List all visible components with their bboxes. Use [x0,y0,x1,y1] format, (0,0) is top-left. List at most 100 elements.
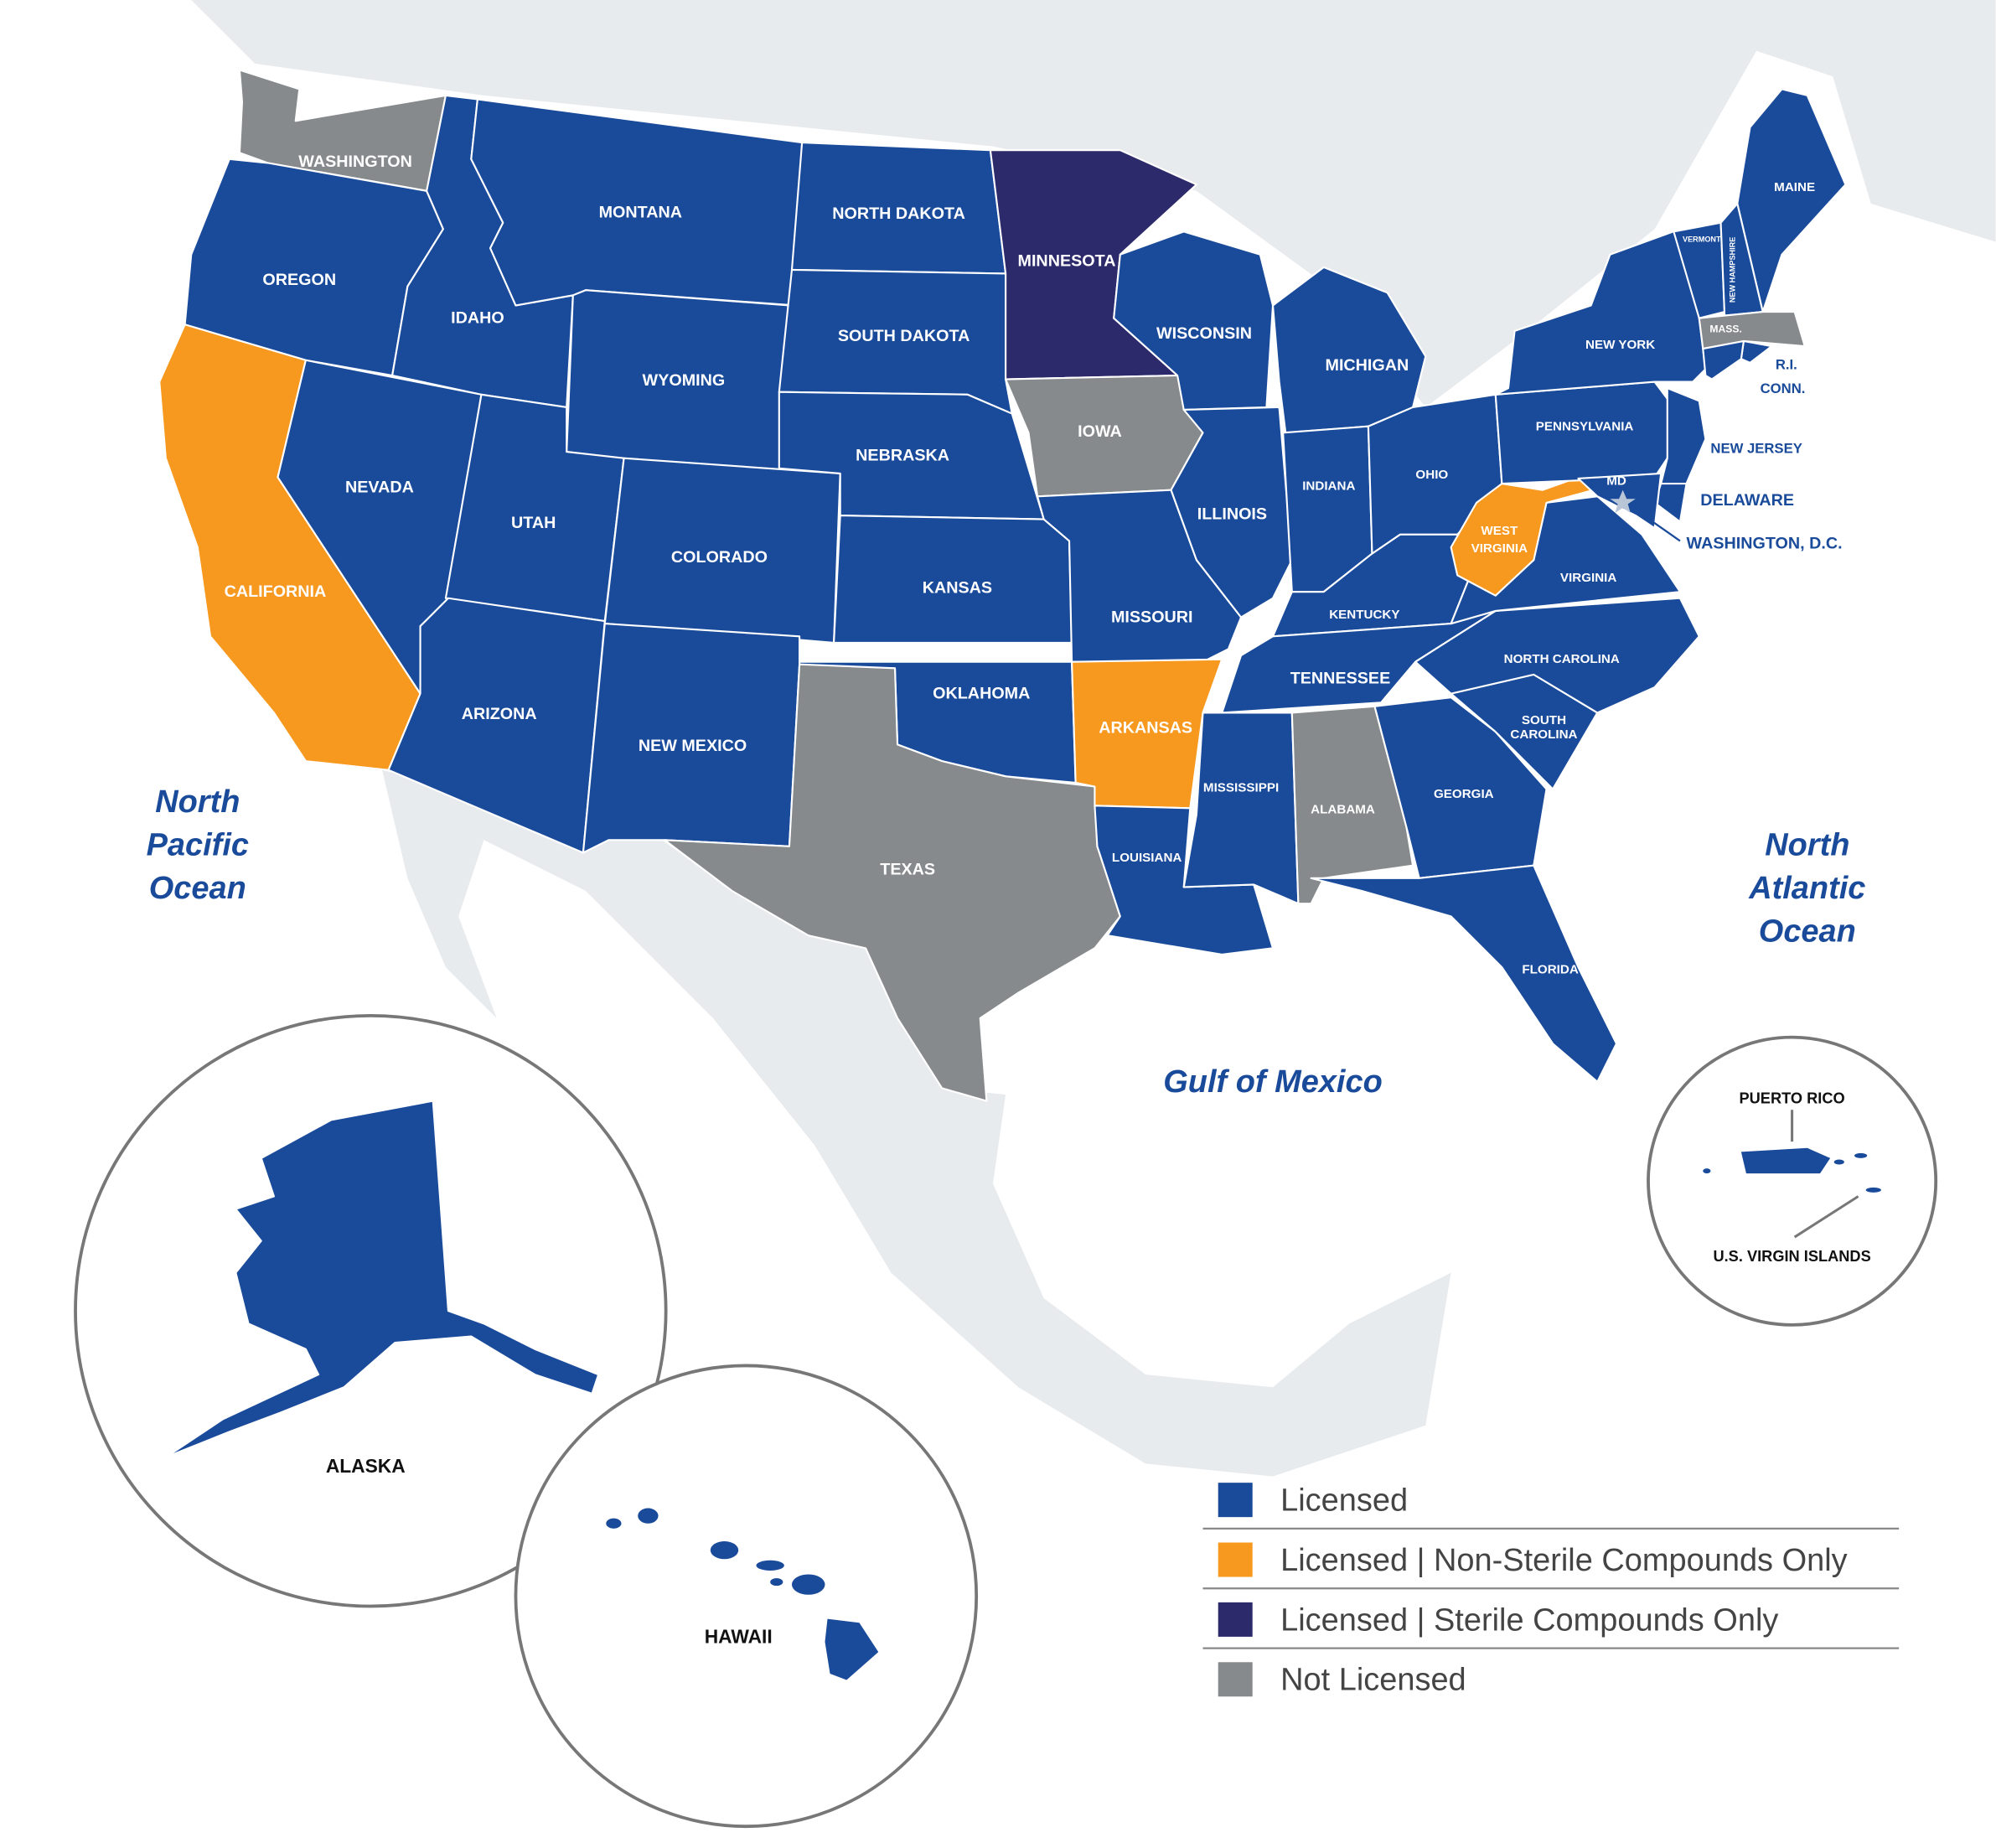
label-wisconsin: WISCONSIN [1156,324,1252,343]
pacific-line-3: Ocean [149,871,246,906]
label-missouri: MISSOURI [1111,608,1193,627]
label-ohio: OHIO [1415,468,1448,482]
label-us-virgin-islands: U.S. VIRGIN ISLANDS [1713,1248,1870,1265]
legend-swatch-not-licensed [1218,1662,1253,1697]
label-pennsylvania: PENNSYLVANIA [1536,419,1634,433]
canada-landmass [191,0,1996,407]
label-hawaii: HAWAII [705,1626,773,1648]
atlantic-line-2: Atlantic [1748,871,1865,906]
alaska-inset: ALASKA [74,1013,668,1608]
state-louisiana[interactable] [1094,805,1275,956]
state-alaska[interactable] [164,1100,600,1458]
state-texas[interactable] [664,663,1121,1102]
legend-label-sterile: Licensed | Sterile Compounds Only [1280,1602,1778,1638]
state-florida[interactable] [1310,864,1618,1083]
state-montana[interactable] [470,98,804,307]
label-south-carolina-1: SOUTH [1522,713,1566,727]
state-illinois[interactable] [1170,406,1293,619]
label-maryland: MD [1606,474,1626,489]
legend-swatch-licensed [1218,1483,1253,1518]
label-virginia: VIRGINIA [1560,571,1616,585]
label-wyoming: WYOMING [643,371,726,390]
state-rhode-island[interactable] [1740,339,1773,364]
label-washington: WASHINGTON [298,153,412,171]
label-louisiana: LOUISIANA [1112,851,1182,865]
label-idaho: IDAHO [451,309,504,328]
label-california: CALIFORNIA [225,582,327,601]
atlantic-line-1: North [1765,827,1849,862]
state-hawaii[interactable] [606,1508,879,1680]
territory-puerto-rico[interactable] [1703,1147,1844,1174]
hawaii-inset: HAWAII [514,1364,979,1829]
hawaii-inset-circle [514,1364,979,1829]
label-south-carolina-2: CAROLINA [1510,727,1577,742]
label-florida: FLORIDA [1522,963,1578,977]
label-rhode-island: R.I. [1776,356,1797,372]
pacific-line-1: North [155,784,240,820]
label-washington-dc: WASHINGTON, D.C. [1687,535,1843,553]
label-montana: MONTANA [599,204,682,222]
label-west-virginia-2: VIRGINIA [1471,541,1528,556]
mexico-landmass [382,769,1451,1477]
label-tennessee: TENNESSEE [1290,669,1391,687]
legend-swatch-non-sterile [1218,1542,1253,1577]
label-michigan: MICHIGAN [1326,356,1409,375]
gulf-of-mexico-label: Gulf of Mexico [1163,1064,1382,1100]
territory-virgin-islands[interactable] [1854,1152,1881,1193]
atlantic-line-3: Ocean [1759,914,1856,950]
state-connecticut[interactable] [1702,339,1745,380]
ocean-labels: North Pacific Ocean North Atlantic Ocean… [147,784,1866,1100]
label-south-dakota: SOUTH DAKOTA [838,327,970,345]
dc-leader-line [1628,504,1681,542]
label-texas: TEXAS [880,860,935,878]
label-illinois: ILLINOIS [1197,505,1267,524]
contiguous-states [158,69,1847,1102]
pacific-line-2: Pacific [147,827,249,862]
label-delaware: DELAWARE [1700,491,1794,510]
label-north-carolina: NORTH CAROLINA [1504,652,1620,666]
label-new-york: NEW YORK [1585,338,1655,352]
legend-label-licensed: Licensed [1280,1483,1408,1519]
puerto-rico-inset-circle [1647,1035,1938,1327]
state-mississippi[interactable] [1182,712,1300,905]
puerto-rico-inset: PUERTO RICO U.S. VIRGIN ISLANDS [1647,1035,1938,1327]
label-massachusetts: MASS. [1709,323,1741,334]
label-new-jersey: NEW JERSEY [1710,441,1802,457]
legend-label-non-sterile: Licensed | Non-Sterile Compounds Only [1280,1543,1848,1578]
label-alaska: ALASKA [326,1455,406,1477]
label-arkansas: ARKANSAS [1099,719,1192,738]
dc-star-icon [1610,489,1636,513]
state-north-carolina[interactable] [1414,597,1700,714]
state-labels: WASHINGTON OREGON CALIFORNIA NEVADA IDAH… [225,153,1843,977]
state-arizona[interactable] [387,597,606,854]
usvi-leader-line [1793,1195,1859,1239]
label-minnesota: MINNESOTA [1018,251,1116,270]
label-nevada: NEVADA [345,479,414,497]
label-mississippi: MISSISSIPPI [1203,781,1279,795]
label-vermont: VERMONT [1683,236,1721,244]
label-utah: UTAH [511,514,556,532]
label-kentucky: KENTUCKY [1329,608,1399,622]
background-land [191,0,1996,1477]
label-new-hampshire: NEW HAMPSHIRE [1728,237,1736,303]
label-oklahoma: OKLAHOMA [933,685,1030,703]
label-puerto-rico: PUERTO RICO [1740,1090,1845,1107]
label-west-virginia-1: WEST [1481,524,1518,538]
label-maine: MAINE [1774,180,1815,194]
state-maine[interactable] [1736,88,1847,313]
label-new-mexico: NEW MEXICO [639,737,747,755]
label-oregon: OREGON [262,271,336,289]
label-nebraska: NEBRASKA [856,447,949,465]
label-alabama: ALABAMA [1311,802,1375,816]
state-georgia[interactable] [1373,696,1548,879]
label-georgia: GEORGIA [1434,787,1494,801]
legend-swatch-sterile [1218,1602,1253,1637]
label-connecticut: CONN. [1761,380,1806,396]
label-indiana: INDIANA [1302,479,1355,494]
legend-label-not-licensed: Not Licensed [1280,1663,1466,1698]
legend: Licensed Licensed | Non-Sterile Compound… [1202,1483,1900,1698]
label-iowa: IOWA [1078,422,1122,441]
label-colorado: COLORADO [671,548,768,567]
state-new-jersey[interactable] [1660,387,1707,485]
